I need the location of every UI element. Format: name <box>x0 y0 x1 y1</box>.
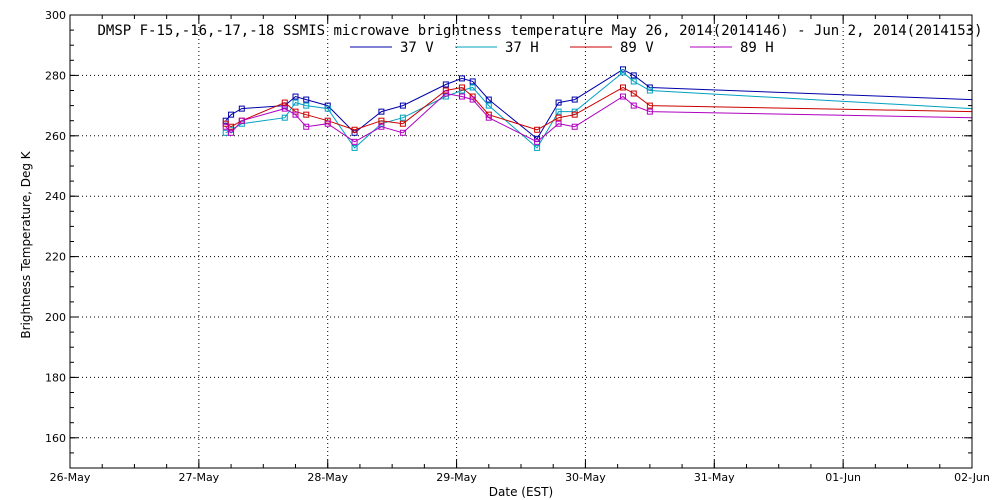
data-point <box>303 111 310 118</box>
data-point <box>324 120 331 127</box>
y-tick-label: 180 <box>45 371 66 384</box>
y-tick-label: 260 <box>45 130 66 143</box>
data-point <box>222 120 229 127</box>
data-point <box>399 114 406 121</box>
data-point <box>469 84 476 91</box>
y-tick-label: 220 <box>45 251 66 264</box>
data-point <box>555 114 562 121</box>
data-point <box>620 84 627 91</box>
y-tick-label: 300 <box>45 9 66 22</box>
series-89-h <box>222 90 973 145</box>
x-tick-label: 01-Jun <box>825 471 861 484</box>
data-point <box>228 111 235 118</box>
data-point <box>378 117 385 124</box>
data-point <box>485 102 492 109</box>
data-point <box>469 96 476 103</box>
data-point <box>378 123 385 130</box>
series-37-v <box>222 66 973 142</box>
data-point <box>630 90 637 97</box>
data-point <box>281 99 288 106</box>
data-point <box>630 78 637 85</box>
x-tick-label: 26-May <box>50 471 91 484</box>
data-point <box>292 93 299 100</box>
series-line <box>225 68 973 140</box>
data-point <box>646 87 653 94</box>
y-axis-label: Brightness Temperature, Deg K <box>19 150 33 338</box>
data-point <box>281 105 288 112</box>
x-tick-label: 31-May <box>694 471 735 484</box>
data-point <box>222 123 229 130</box>
data-point <box>555 120 562 127</box>
data-point <box>620 69 627 76</box>
data-point <box>534 144 541 151</box>
data-point <box>458 93 465 100</box>
data-point <box>303 96 310 103</box>
series-89-v <box>222 84 973 133</box>
data-point <box>485 114 492 121</box>
y-tick-label: 280 <box>45 69 66 82</box>
data-point <box>442 90 449 97</box>
legend-label: 89 V <box>620 40 654 56</box>
data-point <box>292 111 299 118</box>
data-point <box>534 138 541 145</box>
data-point <box>303 123 310 130</box>
data-point <box>469 78 476 85</box>
data-point <box>646 108 653 115</box>
data-point <box>238 117 245 124</box>
data-series <box>222 66 973 151</box>
y-tick-label: 200 <box>45 311 66 324</box>
legend-label: 89 H <box>740 40 774 56</box>
data-point <box>351 138 358 145</box>
data-point <box>222 117 229 124</box>
data-point <box>485 96 492 103</box>
data-point <box>399 120 406 127</box>
data-point <box>571 96 578 103</box>
x-tick-label: 28-May <box>307 471 348 484</box>
data-point <box>399 102 406 109</box>
data-point <box>442 81 449 88</box>
series-line <box>225 92 973 143</box>
data-point <box>555 99 562 106</box>
data-point <box>292 99 299 106</box>
legend-label: 37 V <box>400 40 434 56</box>
y-tick-label: 160 <box>45 432 66 445</box>
data-point <box>228 129 235 136</box>
data-point <box>646 102 653 109</box>
grid-lines <box>70 15 972 468</box>
data-point <box>351 126 358 133</box>
data-point <box>630 102 637 109</box>
data-point <box>399 129 406 136</box>
data-point <box>378 108 385 115</box>
axes: 160 180 200 220 240 260 280 300 26-May 27-May 28-M… <box>45 9 990 484</box>
y-tick-label: 240 <box>45 190 66 203</box>
data-point <box>469 93 476 100</box>
data-point <box>571 111 578 118</box>
data-point <box>303 102 310 109</box>
data-point <box>351 144 358 151</box>
data-point <box>458 75 465 82</box>
plot-frame <box>69 14 973 469</box>
data-point <box>458 84 465 91</box>
series-line <box>225 86 973 131</box>
series-line <box>225 71 973 149</box>
legend: 37 V 37 H 89 V 89 H <box>350 40 774 56</box>
data-point <box>620 93 627 100</box>
series-37-h <box>222 69 973 151</box>
data-point <box>281 114 288 121</box>
x-tick-label: 30-May <box>565 471 606 484</box>
data-point <box>534 126 541 133</box>
x-tick-label: 02-Jun <box>954 471 990 484</box>
data-point <box>324 105 331 112</box>
data-point <box>238 105 245 112</box>
data-point <box>555 108 562 115</box>
data-point <box>571 123 578 130</box>
x-tick-label: 29-May <box>436 471 477 484</box>
chart-title: DMSP F-15,-16,-17,-18 SSMIS microwave br… <box>97 23 982 39</box>
x-tick-label: 27-May <box>178 471 219 484</box>
data-point <box>630 72 637 79</box>
legend-label: 37 H <box>505 40 539 56</box>
x-axis-label: Date (EST) <box>489 485 553 499</box>
